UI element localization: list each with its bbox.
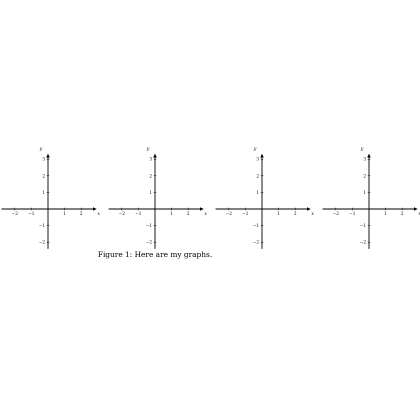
y-tick-label: 2 <box>256 173 259 178</box>
graphs-row: −2 −1 1 2 −2 −1 1 2 3 x y −2 −1 1 2 −2 −1 1 2 3 x y −2 −1 1 2 −2 −1… <box>1 147 420 249</box>
x-tick-label: −1 <box>135 211 142 216</box>
x-tick-label: 1 <box>170 211 173 216</box>
y-tick-label: −1 <box>39 223 46 228</box>
graph-1: −2 −1 1 2 −2 −1 1 2 3 x y <box>1 147 100 249</box>
y-tick-label: 2 <box>149 173 152 178</box>
x-tick-label: −2 <box>12 211 19 216</box>
y-tick-label: 1 <box>42 190 45 195</box>
x-axis-label: x <box>97 212 100 217</box>
x-tick-label: 2 <box>187 211 190 216</box>
x-tick-label: −2 <box>119 211 126 216</box>
y-tick-label: 2 <box>42 173 45 178</box>
x-axis-label: x <box>418 212 420 217</box>
y-axis-label: y <box>253 147 257 152</box>
y-tick-label: 1 <box>149 190 152 195</box>
x-axis-label: x <box>204 212 207 217</box>
x-tick-label: −1 <box>28 211 35 216</box>
y-tick-label: −1 <box>146 223 153 228</box>
y-tick-label: −2 <box>360 240 367 245</box>
y-tick-label: −1 <box>360 223 367 228</box>
figure-caption: Figure 1: Here are my graphs. <box>97 250 213 259</box>
x-tick-label: 1 <box>277 211 280 216</box>
y-tick-label: 2 <box>363 173 366 178</box>
y-axis-label: y <box>39 147 43 152</box>
x-tick-label: 1 <box>63 211 66 216</box>
graph-2: −2 −1 1 2 −2 −1 1 2 3 x y <box>108 147 207 249</box>
y-axis-label: y <box>146 147 150 152</box>
y-axis-label: y <box>360 147 364 152</box>
x-tick-label: 1 <box>384 211 387 216</box>
x-tick-label: 2 <box>294 211 297 216</box>
x-tick-label: −2 <box>333 211 340 216</box>
y-tick-label: −1 <box>253 223 260 228</box>
x-axis-label: x <box>311 212 314 217</box>
x-tick-label: 2 <box>401 211 404 216</box>
y-tick-label: −2 <box>146 240 153 245</box>
x-tick-label: −1 <box>242 211 249 216</box>
x-tick-label: −1 <box>349 211 356 216</box>
graph-4: −2 −1 1 2 −2 −1 1 2 3 x y <box>322 147 420 249</box>
y-tick-label: 1 <box>363 190 366 195</box>
y-tick-label: 3 <box>149 157 152 162</box>
graph-3: −2 −1 1 2 −2 −1 1 2 3 x y <box>215 147 314 249</box>
y-tick-label: 3 <box>256 157 259 162</box>
x-tick-label: 2 <box>80 211 83 216</box>
y-tick-label: 3 <box>363 157 366 162</box>
y-tick-label: 3 <box>42 157 45 162</box>
x-tick-label: −2 <box>226 211 233 216</box>
y-tick-label: −2 <box>39 240 46 245</box>
y-tick-label: −2 <box>253 240 260 245</box>
y-tick-label: 1 <box>256 190 259 195</box>
